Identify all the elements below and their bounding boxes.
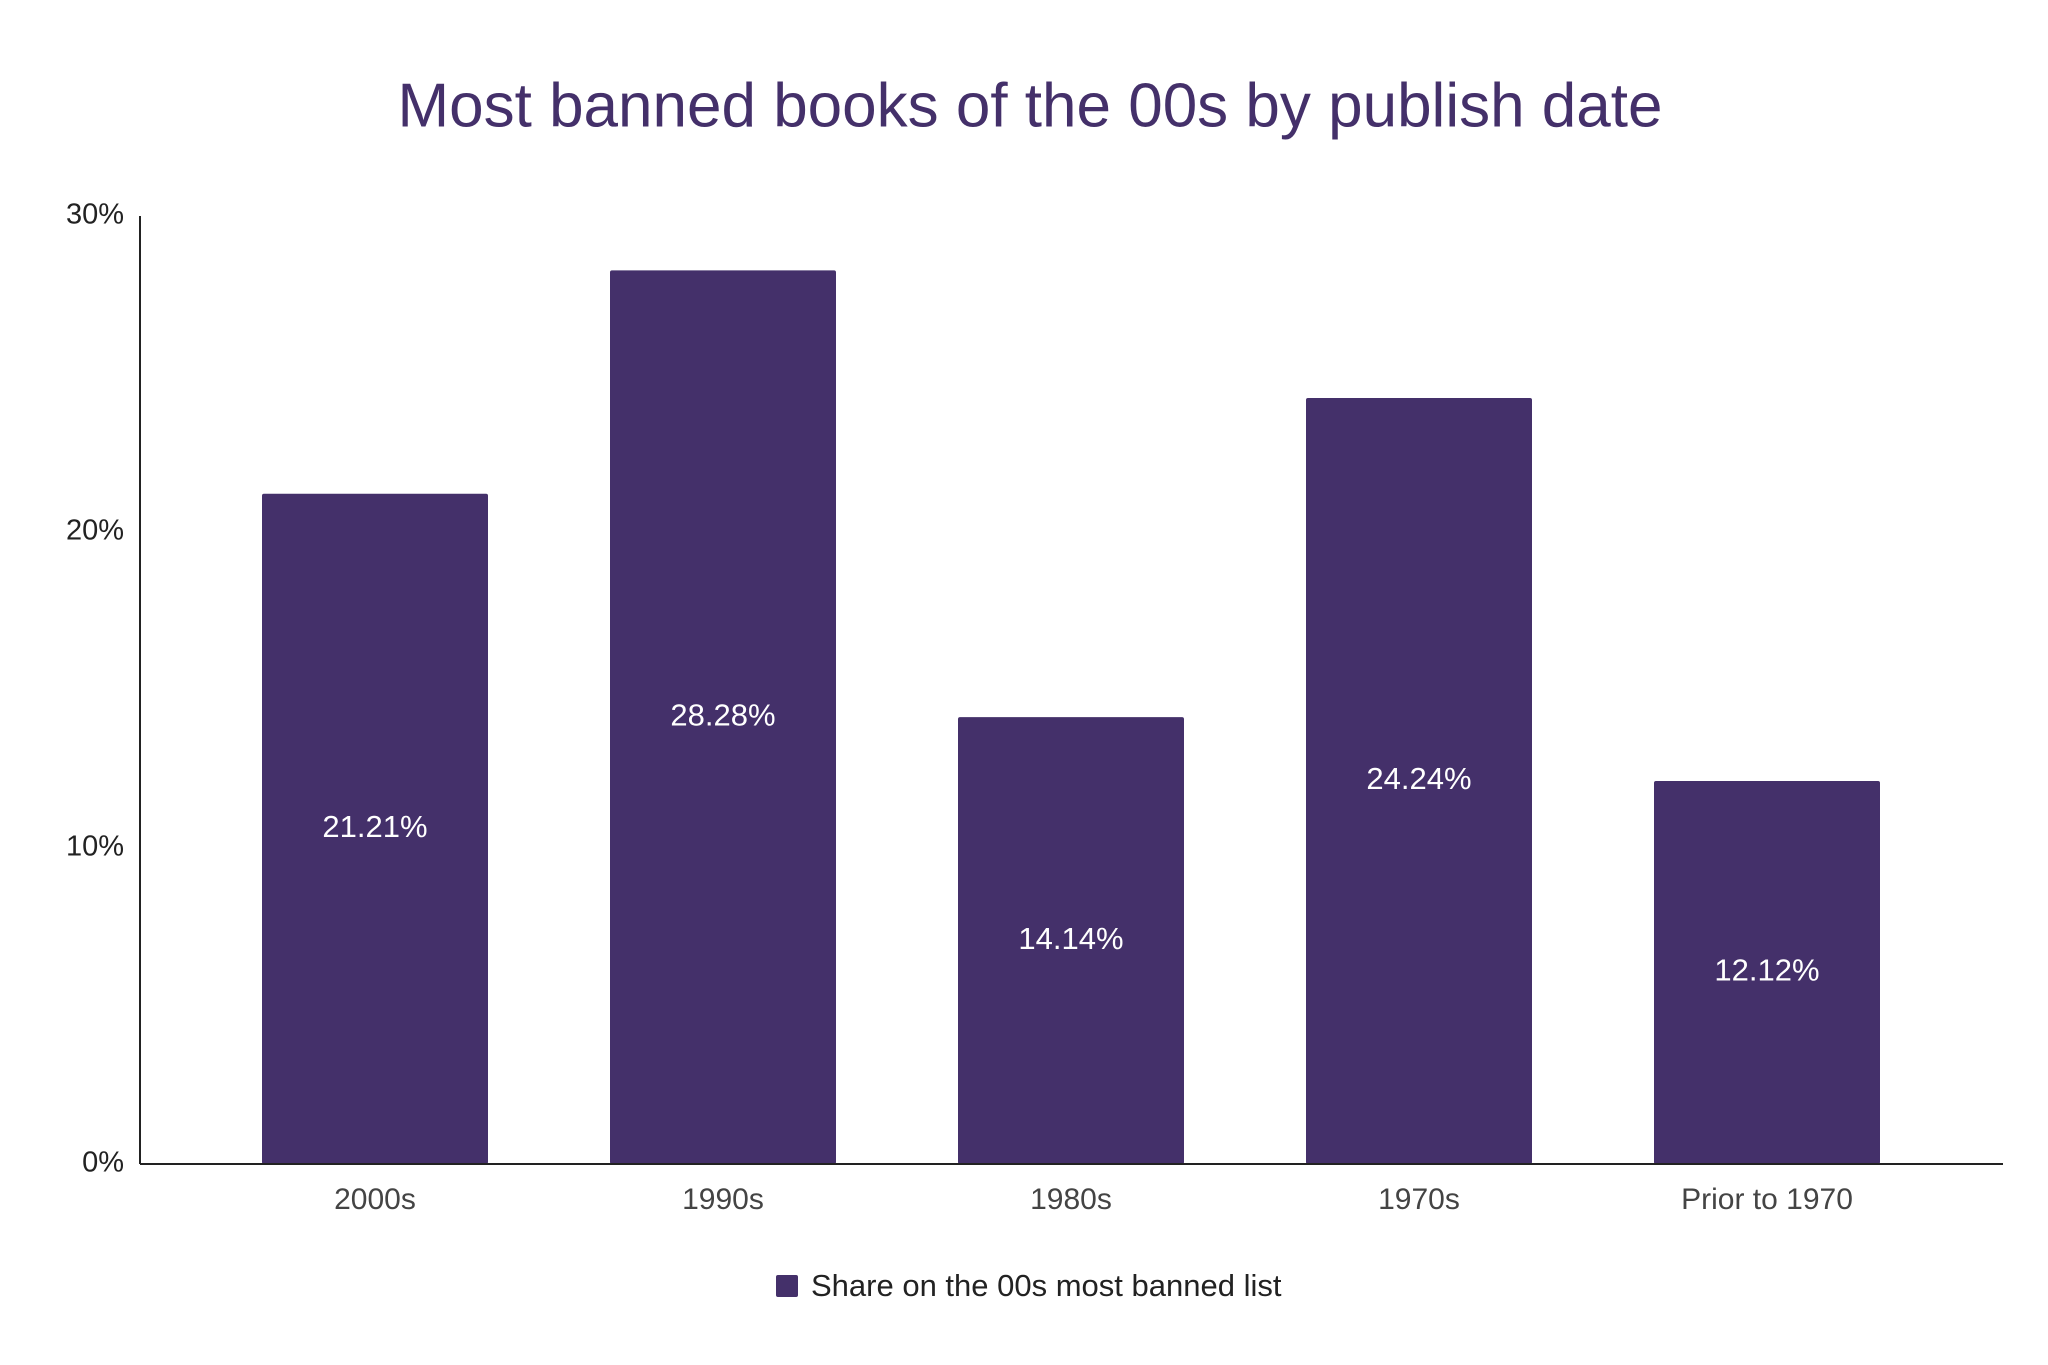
y-tick-label: 10% (66, 831, 124, 863)
bar (1306, 398, 1532, 1164)
data-label: 28.28% (670, 697, 775, 732)
data-label: 14.14% (1018, 921, 1123, 956)
bar (610, 270, 836, 1164)
x-tick-label: 1980s (1030, 1183, 1112, 1216)
y-tick-label: 0% (82, 1147, 124, 1179)
data-label: 24.24% (1366, 761, 1471, 796)
data-label: 21.21% (322, 809, 427, 844)
bar (1654, 781, 1880, 1164)
bar (262, 493, 488, 1164)
x-tick-label: Prior to 1970 (1681, 1183, 1853, 1216)
x-tick-label: 1970s (1378, 1183, 1460, 1216)
data-label: 12.12% (1714, 953, 1819, 988)
x-tick-label: 2000s (334, 1183, 416, 1216)
legend-swatch (776, 1275, 798, 1297)
chart-title: Most banned books of the 00s by publish … (398, 71, 1663, 140)
legend-label: Share on the 00s most banned list (811, 1268, 1282, 1303)
bar (958, 717, 1184, 1164)
y-tick-label: 30% (66, 199, 124, 231)
x-tick-label: 1990s (682, 1183, 764, 1216)
y-tick-label: 20% (66, 515, 124, 547)
